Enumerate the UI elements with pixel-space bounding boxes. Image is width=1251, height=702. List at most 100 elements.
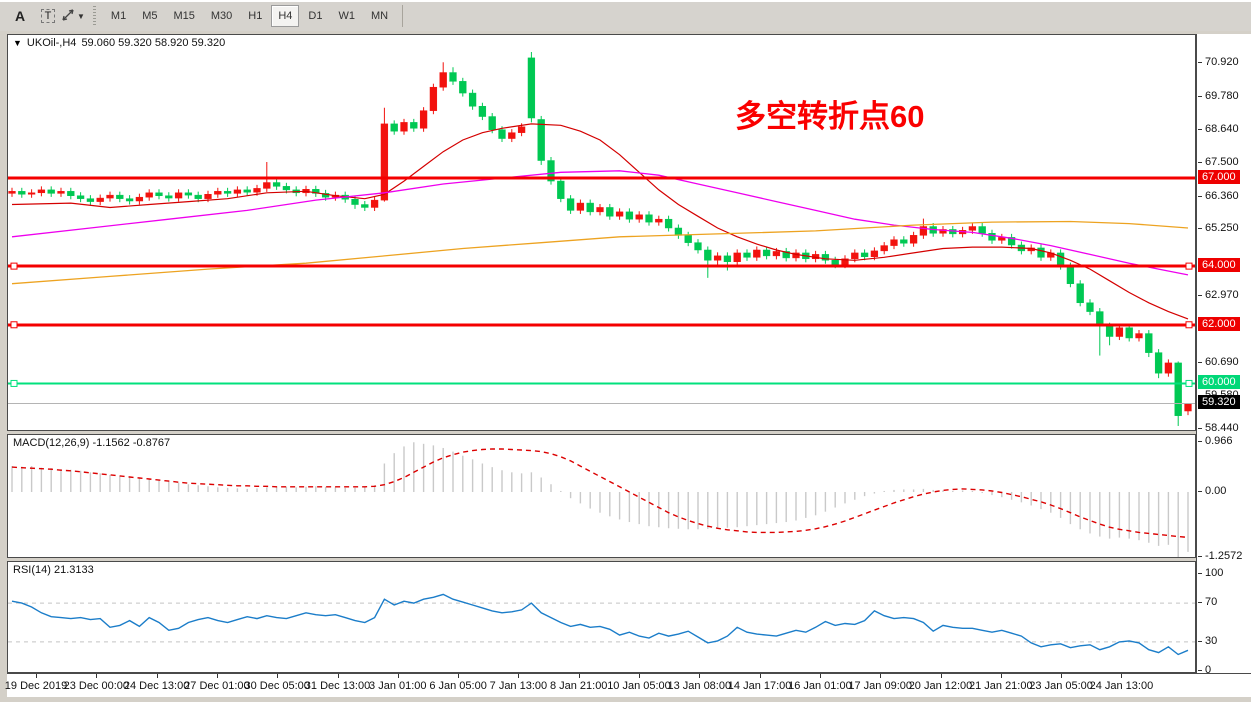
- hline-handle[interactable]: [10, 379, 18, 387]
- date-label: 27 Dec 01:00: [184, 680, 250, 692]
- chart-workspace: ▼ UKOil-,H4 59.060 59.320 58.920 59.320 …: [0, 31, 1251, 702]
- date-label: 24 Jan 13:00: [1089, 680, 1154, 692]
- chevron-down-icon: ▼: [77, 11, 85, 21]
- date-tick: [216, 674, 218, 678]
- macd-label: MACD(12,26,9) -1.1562 -0.8767: [13, 437, 171, 449]
- date-tick: [96, 674, 98, 678]
- price-axis[interactable]: 70.920 69.780 68.640 67.500 66.360 65.250 62.9…: [1196, 34, 1251, 676]
- date-tick: [1061, 674, 1063, 678]
- date-label: 14 Jan 17:00: [727, 680, 792, 692]
- period-button-m15[interactable]: M15: [173, 10, 195, 22]
- price-tick-58.440: 58.440: [1197, 422, 1239, 434]
- date-tick: [1000, 674, 1002, 678]
- date-tick: [1121, 674, 1123, 678]
- period-buttons: M1 M5 M15 M30 H1 H4 D1 W1 MN: [103, 5, 396, 27]
- date-tick: [759, 674, 761, 678]
- arrows-icon: [61, 8, 75, 25]
- rsi-line: [11, 593, 1189, 656]
- date-tick: [819, 674, 821, 678]
- date-tick: [337, 674, 339, 678]
- price-badge-64.000: 64.000: [1198, 258, 1240, 273]
- period-button-d1[interactable]: D1: [308, 10, 323, 22]
- date-tick: [277, 674, 279, 678]
- date-label: 19 Dec 2019: [4, 680, 68, 692]
- toolbar-separator: [402, 5, 404, 27]
- macd-histogram: [11, 442, 1189, 557]
- arrow-tools-button[interactable]: ▼: [61, 5, 85, 27]
- date-label: 8 Jan 21:00: [549, 680, 608, 692]
- period-button-m5[interactable]: M5: [142, 10, 158, 22]
- rsi-tick-100: 100: [1197, 567, 1223, 579]
- chart-title: ▼ UKOil-,H4 59.060 59.320 58.920 59.320: [13, 37, 225, 49]
- period-button-mn[interactable]: MN: [370, 10, 389, 22]
- chart-symbol: UKOil-,H4: [26, 37, 77, 49]
- rsi-tick-30: 30: [1197, 635, 1217, 647]
- date-tick: [518, 674, 520, 678]
- text-label-tool-button[interactable]: A: [14, 8, 26, 24]
- hline-handle[interactable]: [1185, 379, 1193, 387]
- date-label: 3 Jan 01:00: [369, 680, 427, 692]
- rsi-indicator-pane[interactable]: RSI(14) 21.3133: [7, 561, 1196, 673]
- symbol-dropdown-icon[interactable]: ▼: [13, 38, 22, 48]
- rsi-tick-70: 70: [1197, 596, 1217, 608]
- date-tick: [880, 674, 882, 678]
- date-label: 16 Jan 01:00: [788, 680, 852, 692]
- text-tool-button[interactable]: T: [37, 5, 59, 27]
- price-badge-67.000: 67.000: [1198, 170, 1240, 185]
- date-tick: [156, 674, 158, 678]
- chart-annotation-text: 多空转折点60: [735, 99, 924, 134]
- toolbar-grip[interactable]: [92, 6, 96, 26]
- price-badge-62.000: 62.000: [1198, 316, 1240, 331]
- date-label: 23 Dec 00:00: [63, 680, 130, 692]
- toolbar: A T ▼ M1 M5 M15 M30 H1 H4 D1 W1 MN: [0, 1, 1251, 32]
- hline-handle[interactable]: [10, 321, 18, 329]
- date-label: 17 Jan 09:00: [848, 680, 912, 692]
- date-label: 10 Jan 05:00: [607, 680, 671, 692]
- chart-ohlc-values: 59.060 59.320 58.920 59.320: [81, 37, 226, 49]
- current-price-badge: 59.320: [1198, 395, 1240, 410]
- date-axis[interactable]: 19 Dec 2019 23 Dec 00:00 24 Dec 13:00 27 De…: [4, 673, 1251, 697]
- date-label: 23 Jan 05:00: [1029, 680, 1093, 692]
- price-tick-62.970: 62.970: [1197, 289, 1239, 301]
- period-button-h4[interactable]: H4: [271, 5, 300, 27]
- hline-handle[interactable]: [1185, 321, 1193, 329]
- price-tick-66.360: 66.360: [1197, 190, 1239, 202]
- ma-slow-orange: [11, 220, 1189, 285]
- date-label: 20 Jan 12:00: [908, 680, 973, 692]
- ma-fast-red: [11, 123, 1189, 320]
- period-button-m1[interactable]: M1: [110, 10, 127, 22]
- date-label: 31 Dec 13:00: [304, 680, 371, 692]
- macd-tick--1.2572: -1.2572: [1197, 550, 1242, 562]
- price-chart-pane[interactable]: ▼ UKOil-,H4 59.060 59.320 58.920 59.320 …: [7, 34, 1196, 431]
- macd-tick-0.00: 0.00: [1197, 485, 1226, 497]
- price-tick-69.780: 69.780: [1197, 90, 1239, 102]
- date-label: 21 Jan 21:00: [968, 680, 1033, 692]
- date-tick: [397, 674, 399, 678]
- date-tick: [639, 674, 640, 678]
- candles: [8, 52, 1192, 426]
- price-tick-67.500: 67.500: [1197, 156, 1239, 168]
- macd-signal-line: [11, 448, 1189, 539]
- date-tick: [458, 674, 460, 678]
- macd-indicator-pane[interactable]: MACD(12,26,9) -1.1562 -0.8767: [7, 434, 1196, 558]
- date-label: 30 Dec 05:00: [244, 680, 310, 692]
- ma-mid-magenta: [11, 170, 1189, 276]
- price-badge-60.000: 60.000: [1198, 375, 1240, 390]
- date-label: 13 Jan 08:00: [667, 680, 732, 692]
- date-tick: [940, 674, 942, 678]
- period-button-w1[interactable]: W1: [338, 10, 355, 22]
- price-tick-68.640: 68.640: [1197, 123, 1239, 135]
- date-tick: [699, 674, 701, 678]
- price-tick-70.920: 70.920: [1197, 56, 1239, 68]
- text-tool-icon: T: [40, 9, 56, 23]
- date-label: 7 Jan 13:00: [489, 680, 548, 692]
- rsi-label: RSI(14) 21.3133: [13, 564, 94, 576]
- rsi-tick-0: 0: [1197, 664, 1211, 676]
- period-button-h1[interactable]: H1: [248, 10, 263, 22]
- hline-handle[interactable]: [10, 262, 18, 270]
- price-tick-60.690: 60.690: [1197, 356, 1239, 368]
- price-tick-65.250: 65.250: [1197, 222, 1239, 234]
- hline-handle[interactable]: [1185, 262, 1193, 270]
- period-button-m30[interactable]: M30: [210, 10, 233, 22]
